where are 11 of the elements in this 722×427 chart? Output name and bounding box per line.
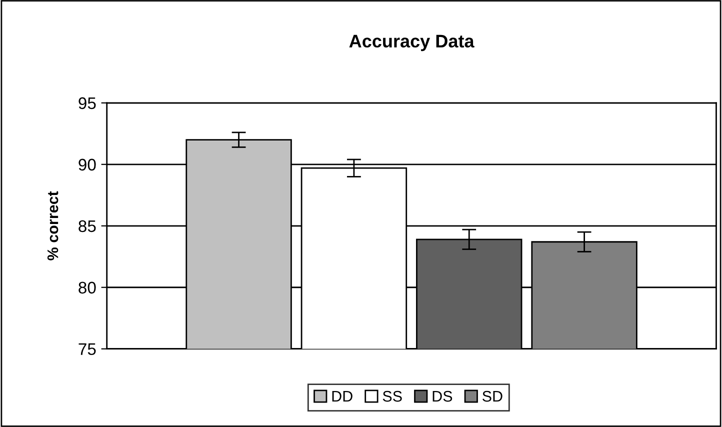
y-tick-label: 95 [78, 97, 96, 110]
y-tick-label: 75 [78, 343, 96, 356]
legend-label: SD [482, 390, 502, 402]
legend-label: DD [332, 391, 352, 402]
legend-label: SS [382, 390, 402, 402]
legend-label: DS [432, 390, 452, 402]
y-tick-label: 90 [78, 158, 96, 171]
y-axis-title: % correct [47, 191, 58, 260]
y-tick-label: 85 [78, 220, 96, 232]
y-tick-label: 80 [78, 282, 96, 294]
chart-title: Accuracy Data [349, 34, 474, 52]
